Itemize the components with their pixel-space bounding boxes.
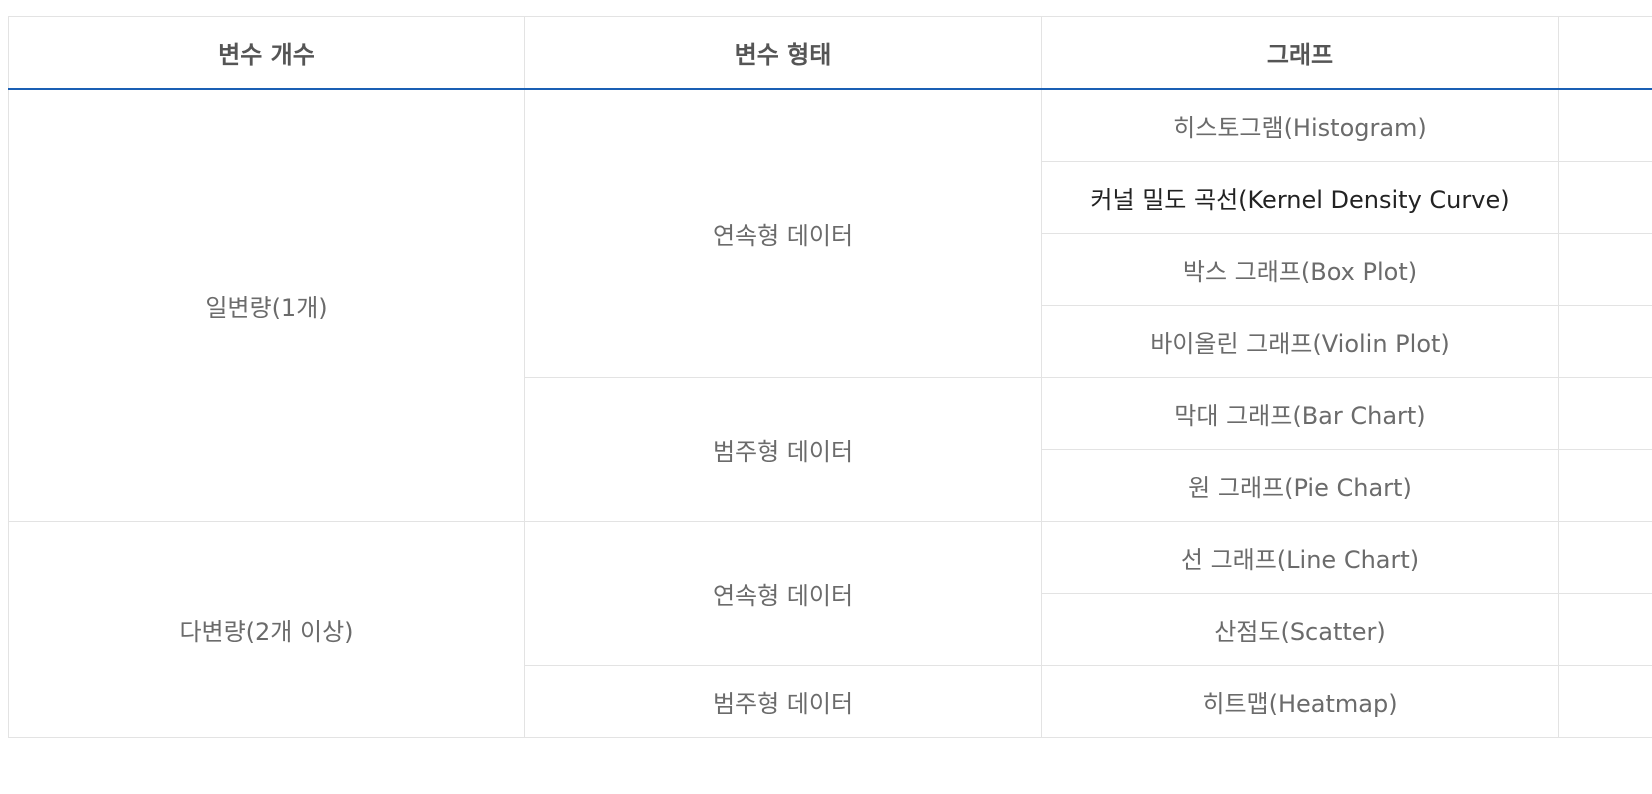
graph-cell: 커널 밀도 곡선(Kernel Density Curve)	[1041, 161, 1559, 234]
table-row: 다변량(2개 이상) 연속형 데이터 선 그래프(Line Chart)	[8, 521, 1652, 738]
table-row: 바이올린 그래프(Violin Plot)	[9, 305, 1652, 378]
header-variable-count: 변수 개수	[8, 16, 525, 90]
table-row: 일변량(1개) 연속형 데이터 히스토그램(Histogram)	[8, 88, 1652, 522]
extra-cell	[1558, 665, 1652, 738]
graph-type-table-container: 변수 개수 변수 형태 그래프 일변량(1개) 연속형 데이터 히스토그램(Hi…	[8, 16, 1652, 738]
table-row: 원 그래프(Pie Chart)	[9, 449, 1652, 522]
variable-count-cell: 일변량(1개)	[8, 88, 525, 522]
table-row: 커널 밀도 곡선(Kernel Density Curve)	[9, 161, 1652, 234]
extra-cell	[1558, 449, 1652, 522]
variable-type-cell: 연속형 데이터	[524, 88, 1042, 378]
table-row: 범주형 데이터 막대 그래프(Bar Chart)	[9, 377, 1652, 522]
header-extra	[1558, 16, 1652, 90]
header-variable-type: 변수 형태	[524, 16, 1042, 90]
graph-cell: 히스토그램(Histogram)	[1041, 88, 1559, 162]
extra-cell	[1558, 305, 1652, 378]
extra-cell	[1558, 377, 1652, 450]
variable-type-cell: 연속형 데이터	[524, 521, 1042, 666]
header-graph: 그래프	[1041, 16, 1559, 90]
extra-cell	[1558, 233, 1652, 306]
table-row: 산점도(Scatter)	[9, 593, 1652, 666]
table-body: 일변량(1개) 연속형 데이터 히스토그램(Histogram) 커널 밀도 곡…	[8, 88, 1652, 738]
graph-cell: 산점도(Scatter)	[1041, 593, 1559, 666]
graph-cell: 박스 그래프(Box Plot)	[1041, 233, 1559, 306]
table-row: 범주형 데이터 히트맵(Heatmap)	[9, 665, 1652, 738]
variable-type-cell: 범주형 데이터	[524, 665, 1042, 738]
extra-cell	[1558, 521, 1652, 594]
table-header: 변수 개수 변수 형태 그래프	[8, 16, 1652, 90]
extra-cell	[1558, 88, 1652, 162]
table-row: 박스 그래프(Box Plot)	[9, 233, 1652, 306]
graph-type-table: 변수 개수 변수 형태 그래프 일변량(1개) 연속형 데이터 히스토그램(Hi…	[8, 16, 1652, 738]
header-row: 변수 개수 변수 형태 그래프	[8, 16, 1652, 90]
graph-cell: 히트맵(Heatmap)	[1041, 665, 1559, 738]
graph-cell: 원 그래프(Pie Chart)	[1041, 449, 1559, 522]
variable-count-cell: 다변량(2개 이상)	[8, 521, 525, 738]
extra-cell	[1558, 593, 1652, 666]
graph-cell: 선 그래프(Line Chart)	[1041, 521, 1559, 594]
extra-cell	[1558, 161, 1652, 234]
graph-cell: 막대 그래프(Bar Chart)	[1041, 377, 1559, 450]
graph-cell: 바이올린 그래프(Violin Plot)	[1041, 305, 1559, 378]
variable-type-cell: 범주형 데이터	[524, 377, 1042, 522]
